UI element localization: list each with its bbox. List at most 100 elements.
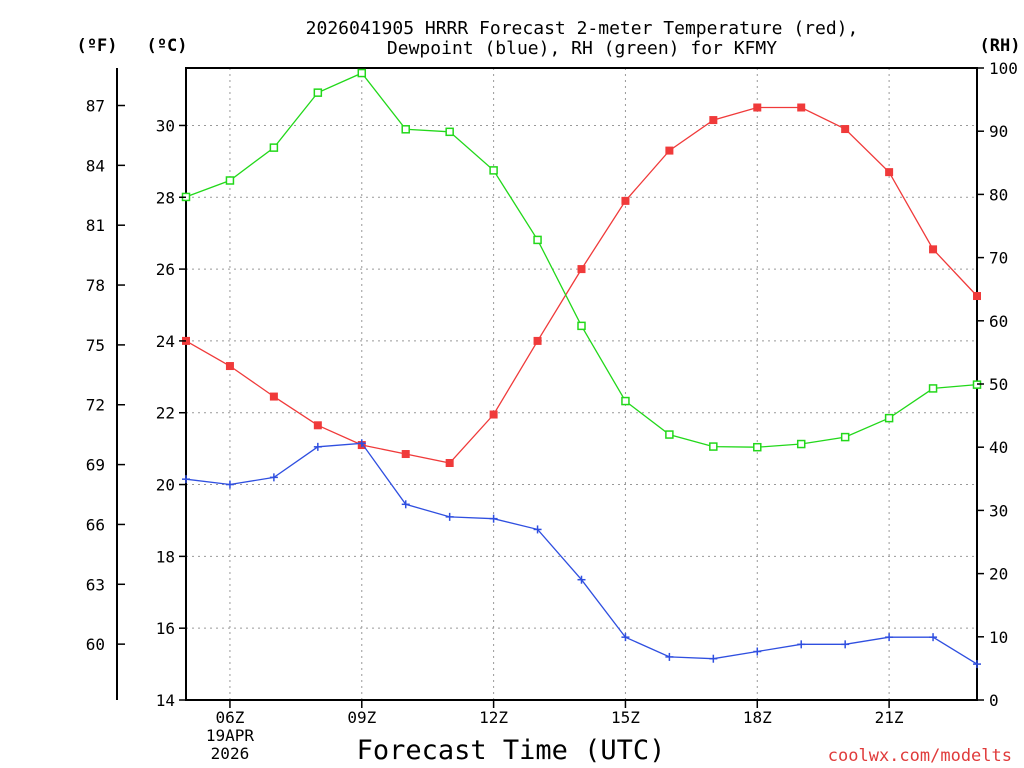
x-tick-label: 21Z xyxy=(875,708,904,727)
2-meter-temperature-point xyxy=(929,245,938,254)
2-meter-temperature-line xyxy=(185,106,978,464)
x-tick-label: 06Z xyxy=(215,708,244,727)
fahrenheit-tick-label: 81 xyxy=(86,216,105,235)
celsius-tick-label: 22 xyxy=(156,404,175,423)
dewpoint-point xyxy=(973,660,981,669)
2-meter-temperature-point xyxy=(401,450,410,459)
dewpoint-point xyxy=(621,633,630,642)
plot-frame xyxy=(185,67,978,701)
x-tick-year: 2026 xyxy=(211,744,250,763)
2-meter-temperature-point xyxy=(225,362,234,371)
data-series xyxy=(181,68,982,669)
dewpoint-point xyxy=(357,439,366,448)
rh-tick-label: 10 xyxy=(989,628,1008,647)
x-tick-label: 18Z xyxy=(743,708,772,727)
dewpoint-point xyxy=(665,652,674,661)
chart-title-line-2: Dewpoint (blue), RH (green) for KFMY xyxy=(387,38,777,59)
rh-point xyxy=(401,125,410,134)
dewpoint-point xyxy=(929,633,938,642)
2-meter-temperature-point xyxy=(973,292,981,301)
rh-point xyxy=(489,166,498,175)
rh-tick-label: 60 xyxy=(989,312,1008,331)
rh-tick-label: 80 xyxy=(989,185,1008,204)
2-meter-temperature-point xyxy=(753,103,762,112)
rh-point xyxy=(445,127,454,137)
2-meter-temperature-point xyxy=(709,116,718,125)
x-axis-label: Forecast Time (UTC) xyxy=(357,735,666,766)
fahrenheit-tick-label: 84 xyxy=(86,156,105,175)
fahrenheit-tick-label: 60 xyxy=(86,635,105,654)
celsius-tick-label: 20 xyxy=(156,476,175,495)
fahrenheit-tick-label: 87 xyxy=(86,97,105,116)
dewpoint-point xyxy=(182,475,190,484)
rh-unit-label: (RH) xyxy=(980,36,1021,56)
rh-point xyxy=(533,235,542,245)
dewpoint-point xyxy=(797,640,806,649)
axis-ticks: 14 16 18 20 22 24 26 28 30 60 63 66 69 72 75 78 81 84 87 0 1… xyxy=(86,59,1018,763)
2-meter-temperature-point xyxy=(489,410,498,419)
2-meter-temperature-point xyxy=(665,146,674,155)
x-tick-label: 09Z xyxy=(347,708,376,727)
2-meter-temperature-point xyxy=(313,421,322,430)
rh-tick-label: 40 xyxy=(989,438,1008,457)
x-tick-date: 19APR xyxy=(206,726,255,745)
rh-tick-label: 70 xyxy=(989,249,1008,268)
celsius-tick-label: 16 xyxy=(156,619,175,638)
dewpoint-point xyxy=(533,525,542,534)
dewpoint-point xyxy=(841,640,850,649)
rh-point xyxy=(269,143,279,152)
fahrenheit-tick-label: 72 xyxy=(86,396,105,415)
fahrenheit-unit-label: (ºF) xyxy=(77,36,118,56)
rh-tick-label: 0 xyxy=(989,691,999,710)
2-meter-temperature-point xyxy=(577,265,586,274)
x-tick-label: 15Z xyxy=(611,708,640,727)
2-meter-temperature-point xyxy=(885,168,894,177)
rh-point xyxy=(313,88,323,97)
fahrenheit-tick-label: 78 xyxy=(86,276,105,295)
x-tick-label: 12Z xyxy=(479,708,508,727)
fahrenheit-tick-label: 75 xyxy=(86,336,105,355)
rh-line xyxy=(185,72,978,448)
celsius-tick-label: 14 xyxy=(156,691,175,710)
rh-point xyxy=(753,442,762,452)
dewpoint-point xyxy=(577,575,586,584)
credit-text: coolwx.com/modelts xyxy=(828,746,1012,766)
dewpoint-point xyxy=(313,442,322,451)
dewpoint-point xyxy=(489,514,498,523)
rh-point xyxy=(884,413,894,423)
2-meter-temperature-point xyxy=(621,196,630,205)
celsius-tick-label: 28 xyxy=(156,188,175,207)
rh-point xyxy=(796,439,806,449)
rh-tick-label: 50 xyxy=(989,375,1008,394)
2-meter-temperature-point xyxy=(269,392,278,401)
rh-point xyxy=(665,430,674,439)
celsius-unit-label: (ºC) xyxy=(147,36,188,56)
rh-point xyxy=(709,442,718,451)
gridlines xyxy=(186,68,977,700)
dewpoint-point xyxy=(753,647,762,656)
rh-point xyxy=(225,176,235,185)
rh-point xyxy=(621,396,630,406)
dewpoint-point xyxy=(709,654,718,663)
2-meter-temperature-point xyxy=(841,125,850,134)
dewpoint-point xyxy=(225,480,234,489)
fahrenheit-tick-label: 66 xyxy=(86,515,105,534)
rh-point xyxy=(840,432,850,442)
celsius-tick-label: 30 xyxy=(156,116,175,135)
celsius-tick-label: 26 xyxy=(156,260,175,279)
dewpoint-point xyxy=(401,500,410,509)
rh-tick-label: 100 xyxy=(989,59,1018,78)
rh-point xyxy=(928,384,938,393)
rh-point xyxy=(577,321,586,331)
dewpoint-point xyxy=(269,473,278,482)
chart-title-line-1: 2026041905 HRRR Forecast 2-meter Tempera… xyxy=(306,18,859,39)
2-meter-temperature-point xyxy=(445,459,454,467)
fahrenheit-tick-label: 63 xyxy=(86,575,105,594)
2-meter-temperature-point xyxy=(797,103,806,112)
dewpoint-line xyxy=(185,442,978,665)
rh-point xyxy=(357,68,367,78)
dewpoint-point xyxy=(885,633,894,642)
fahrenheit-tick-label: 69 xyxy=(86,456,105,475)
rh-tick-label: 20 xyxy=(989,565,1008,584)
